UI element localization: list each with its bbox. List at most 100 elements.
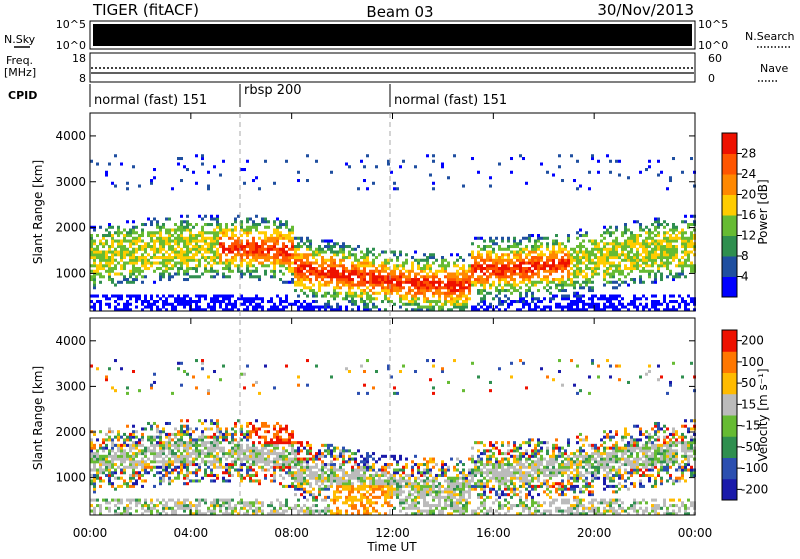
velocity-cell: [294, 458, 297, 461]
power-cell: [342, 284, 345, 287]
power-cell: [132, 253, 135, 256]
power-cell: [501, 303, 504, 306]
power-cell: [177, 297, 180, 300]
velocity-cell: [138, 438, 141, 441]
power-cell: [399, 251, 402, 254]
power-cell: [162, 262, 165, 265]
velocity-cell: [291, 477, 294, 480]
power-cell: [324, 284, 327, 287]
power-cell: [504, 278, 507, 281]
velocity-cell: [117, 444, 120, 447]
power-cell: [567, 275, 570, 278]
power-cell: [654, 278, 657, 281]
power-cell: [687, 253, 690, 256]
power-cell: [219, 245, 222, 248]
velocity-cell: [264, 463, 267, 466]
power-cell: [210, 251, 213, 254]
power-cell: [327, 259, 330, 262]
velocity-cell: [228, 433, 231, 436]
power-cell: [408, 300, 411, 303]
power-cell: [585, 267, 588, 270]
power-cell: [513, 300, 516, 303]
power-cell: [312, 306, 315, 309]
velocity-cell: [111, 466, 114, 469]
power-cell: [285, 256, 288, 259]
power-cell: [402, 295, 405, 298]
velocity-cell: [114, 444, 117, 447]
power-cell: [681, 270, 684, 273]
power-cell: [315, 295, 318, 298]
power-cell: [108, 264, 111, 267]
power-cell: [564, 264, 567, 267]
velocity-cell: [117, 447, 120, 450]
velocity-cell: [369, 477, 372, 480]
power-cell: [549, 270, 552, 273]
power-cell: [423, 259, 426, 262]
power-cell: [471, 273, 474, 276]
power-cell: [378, 253, 381, 256]
velocity-cell: [141, 444, 144, 447]
power-cell: [567, 234, 570, 237]
power-cell: [180, 253, 183, 256]
power-cell: [561, 262, 564, 265]
power-cell: [666, 237, 669, 240]
velocity-cell: [150, 386, 153, 389]
velocity-cell: [219, 466, 222, 469]
power-cell: [585, 275, 588, 278]
power-cell: [129, 275, 132, 278]
power-cell: [372, 292, 375, 295]
power-cell: [285, 306, 288, 309]
power-cell: [615, 240, 618, 243]
power-cell: [192, 248, 195, 251]
power-cell: [189, 223, 192, 226]
power-cell: [678, 295, 681, 298]
power-cell: [150, 234, 153, 237]
power-cell: [543, 306, 546, 309]
power-cell: [333, 242, 336, 245]
velocity-cell: [177, 430, 180, 433]
power-cell: [657, 234, 660, 237]
power-cell: [594, 267, 597, 270]
power-cell: [522, 251, 525, 254]
velocity-cell: [156, 466, 159, 469]
power-cell: [657, 270, 660, 273]
velocity-cell: [303, 496, 306, 499]
power-cell: [570, 262, 573, 265]
power-cell: [480, 237, 483, 240]
velocity-cell: [207, 460, 210, 463]
power-cell: [309, 245, 312, 248]
power-cell: [93, 278, 96, 281]
power-cell: [291, 242, 294, 245]
velocity-cell: [183, 466, 186, 469]
power-cell: [627, 253, 630, 256]
power-cell: [255, 267, 258, 270]
power-cell: [144, 295, 147, 298]
power-cell: [582, 234, 585, 237]
power-cell: [318, 306, 321, 309]
velocity-cell: [324, 449, 327, 452]
velocity-cell: [186, 458, 189, 461]
power-cell: [348, 300, 351, 303]
power-cell: [168, 253, 171, 256]
velocity-cell: [267, 441, 270, 444]
power-cell: [582, 275, 585, 278]
power-cell: [201, 273, 204, 276]
power-cell: [231, 245, 234, 248]
power-cell: [177, 237, 180, 240]
power-cell: [417, 284, 420, 287]
power-cell: [276, 295, 279, 298]
velocity-cell: [168, 441, 171, 444]
velocity-cell: [288, 452, 291, 455]
power-cell: [150, 231, 153, 234]
velocity-cell: [273, 425, 276, 428]
power-cell: [510, 270, 513, 273]
velocity-cell: [306, 452, 309, 455]
power-cell: [657, 220, 660, 223]
velocity-cell: [207, 449, 210, 452]
velocity-cell: [126, 499, 129, 502]
power-cell: [639, 234, 642, 237]
power-cell: [486, 253, 489, 256]
power-cell: [204, 264, 207, 267]
power-cell: [432, 284, 435, 287]
power-cell: [123, 267, 126, 270]
